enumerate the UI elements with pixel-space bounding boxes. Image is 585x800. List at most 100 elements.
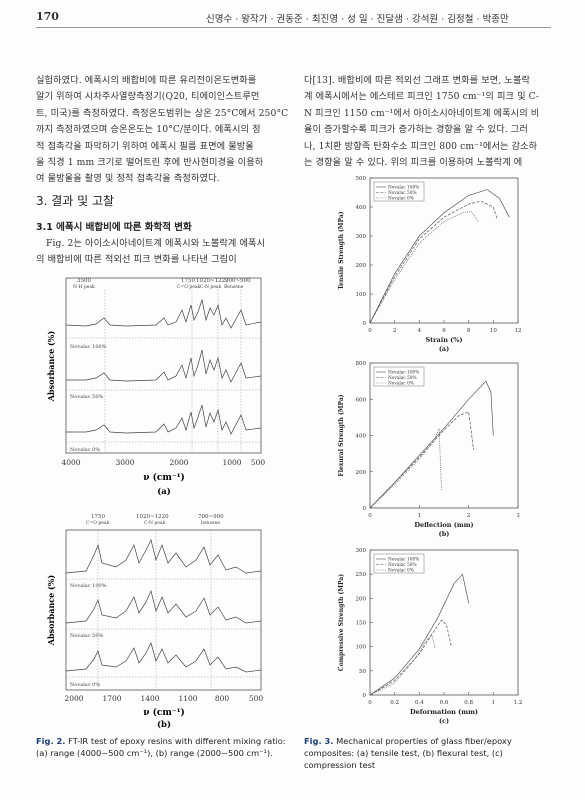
text-line: 계 에폭시에서는 에스테르 피크인 1750 cm⁻¹의 피크 및 C- [304, 91, 540, 103]
y-tick-label: 300 [356, 548, 367, 554]
panel-label: (c) [439, 717, 449, 725]
ftir-a-trace-label: Novalac 50% [70, 394, 104, 400]
left-column-para1: 실험하였다. 에폭시의 배합비에 따른 유리전이온도변화를 알기 위하여 시차주… [36, 73, 298, 188]
text-line: 실험하였다. 에폭시의 배합비에 따른 유리전이온도변화를 [36, 75, 257, 86]
section-title: 3. 결과 및 고찰 [36, 194, 115, 208]
fig2-caption: Fig. 2. FT-IR test of epoxy resins with … [36, 735, 298, 759]
ftir-a-peak-sub: C=O peak [177, 284, 201, 290]
ftir-a-panel-label: (a) [157, 486, 171, 497]
x-tick-label: 10 [490, 328, 497, 334]
ftir-b-xtick: 800 [215, 694, 230, 703]
x-tick-label: 0.6 [440, 700, 449, 706]
ftir-b-xlabel: ν (cm⁻¹) [143, 707, 185, 718]
ftir-a-ylabel: Absorbance (%) [46, 331, 56, 403]
ftir-b-xtick: 1700 [102, 694, 121, 703]
ftir-b-trace-label: Novalac 50% [70, 633, 104, 639]
y-tick-label: 200 [356, 596, 367, 602]
fig2-caption-label: Fig. 2. [36, 736, 66, 746]
x-tick-label: 0.2 [390, 700, 399, 706]
y-tick-label: 200 [356, 263, 367, 269]
y-tick-label: 400 [356, 205, 367, 211]
y-tick-label: 800 [356, 361, 367, 367]
x-tick-label: 12 [515, 328, 522, 334]
ftir-b-xtick: 500 [249, 694, 264, 703]
ftir-a-xlabel: ν (cm⁻¹) [143, 472, 185, 483]
ftir-a-xtick: 2000 [169, 458, 188, 467]
y-tick-label: 50 [359, 669, 366, 675]
panel-label: (b) [439, 530, 450, 538]
legend-box [373, 366, 425, 387]
ftir-a-peak-label: 3500 [77, 278, 91, 284]
legend-entry: Novalac 100% [388, 371, 419, 376]
panel-label: (a) [439, 345, 449, 353]
x-tick-label: 0 [368, 513, 372, 519]
fig2-caption-text: FT-IR test of epoxy resins with differen… [36, 736, 286, 758]
ftir-b-peak-label: 700~900 [198, 514, 224, 520]
x-tick-label: 8 [467, 328, 471, 334]
ftir-b-ylabel: Absorbance (%) [46, 575, 56, 647]
x-tick-label: 3 [516, 513, 520, 519]
page-number: 170 [36, 10, 59, 23]
series-line [369, 633, 436, 696]
ftir-a-peak-label: 1750 [181, 278, 195, 284]
series-line [369, 200, 498, 324]
ftir-b-xtick: 1100 [178, 694, 197, 703]
ftir-b-peak-label: 1750 [91, 514, 105, 520]
flexural-chart: 0 200 400 600 800 0 1 2 3 Novalac 100%Novalac 50%… [338, 361, 520, 538]
ftir-b-peak-sub: C=O peak [86, 520, 110, 526]
text-line: 율이 증가할수록 피크가 증가하는 경향을 알 수 있다. 그러 [304, 124, 528, 136]
legend-entry: Novalac 50% [388, 191, 417, 196]
text-line: 의 배합비에 따른 적외선 피크 변화를 나타낸 그림이 [36, 254, 237, 266]
text-line: N 피크인 1150 cm⁻¹에서 아이소시아네이트계 에폭시의 비 [304, 107, 540, 119]
x-tick-label: 0.4 [415, 700, 424, 706]
y-tick-label: 600 [356, 397, 367, 403]
y-axis-label: Tensile Strength (MPa) [338, 211, 345, 289]
text-line: 는 경향을 알 수 있다. 위의 피크를 이용하여 노볼락계 에 [304, 157, 523, 169]
x-tick-label: 4 [418, 328, 422, 334]
text-line: 을 직경 1 mm 크기로 떨어트린 후에 반사현미경을 이용하 [36, 157, 264, 169]
ftir-b-xtick: 2000 [64, 694, 83, 703]
ftir-b-frame [65, 529, 262, 691]
ftir-b-peak-sub: C-N peak [144, 520, 166, 526]
legend-entry: Novalac 50% [388, 376, 417, 381]
y-tick-label: 0 [363, 321, 367, 327]
fig3-caption: Fig. 3. Mechanical properties of glass f… [304, 735, 556, 771]
subsection-title: 3.1 에폭시 배합비에 따른 화학적 변화 [36, 222, 192, 233]
ftir-a-xtick: 500 [251, 458, 266, 467]
ftir-b-trace-0 [65, 642, 262, 673]
y-axis-label: Flexural Strength (MPa) [338, 394, 345, 476]
ftir-b-trace-label: Novalac 100% [70, 583, 107, 589]
y-tick-label: 400 [356, 434, 367, 440]
x-axis-label: Strain (%) [425, 336, 462, 344]
running-header-authors: 신명수 · 왕작가 · 권동준 · 최진영 · 성 일 · 진달샘 · 강석원 … [206, 14, 509, 25]
ftir-chart-a: 3500 N-H peak 1750 C=O peak 1020~1220 C-… [46, 277, 266, 497]
text-line: 트, 미국)를 측정하였다. 측정온도범위는 상온 25°C에서 250°C [36, 107, 289, 119]
ftir-a-trace-label: Novalac 0% [70, 447, 100, 453]
y-tick-label: 0 [363, 506, 367, 512]
right-column-para1: 다[13]. 배합비에 따른 적외선 그래프 변화를 보면, 노볼락 계 에폭시… [304, 73, 554, 171]
ftir-b-trace-label: Novalac 0% [70, 682, 100, 688]
x-tick-label: 0.8 [464, 700, 473, 706]
y-tick-label: 100 [356, 645, 367, 651]
legend-entry: Novalac 50% [388, 563, 417, 568]
x-tick-label: 1.2 [514, 700, 523, 706]
x-axis-label: Deformation (mm) [410, 708, 478, 716]
legend-box [373, 553, 425, 574]
ftir-b-xtick: 1400 [140, 694, 159, 703]
compressive-chart: 0 50 100 150 200 250 300 0 0.2 0.4 0.6 0.8 1 1.2 Noval… [338, 548, 523, 725]
ftir-b-panel-label: (b) [157, 719, 171, 730]
ftir-a-peak-sub: N-H peak [73, 284, 95, 290]
text-line: 적 접촉각을 파악하기 위하여 에폭시 필름 표면에 물방울 [36, 140, 254, 152]
text-line: 다[13]. 배합비에 따른 적외선 그래프 변화를 보면, 노볼락 [304, 75, 531, 86]
legend-entry: Novalac 0% [388, 569, 414, 574]
ftir-chart-b: 1750 C=O peak 1020~1220 C-N peak 700~900… [46, 514, 264, 730]
x-tick-label: 2 [393, 328, 397, 334]
x-axis-label: Deflection (mm) [414, 521, 473, 529]
x-tick-label: 6 [442, 328, 446, 334]
y-tick-label: 150 [356, 621, 367, 627]
y-tick-label: 300 [356, 234, 367, 240]
ftir-a-xtick: 4000 [61, 458, 80, 467]
ftir-a-trace-50 [66, 349, 262, 383]
series-line [369, 428, 442, 509]
ftir-a-peak-sub: Benzene [224, 284, 244, 290]
